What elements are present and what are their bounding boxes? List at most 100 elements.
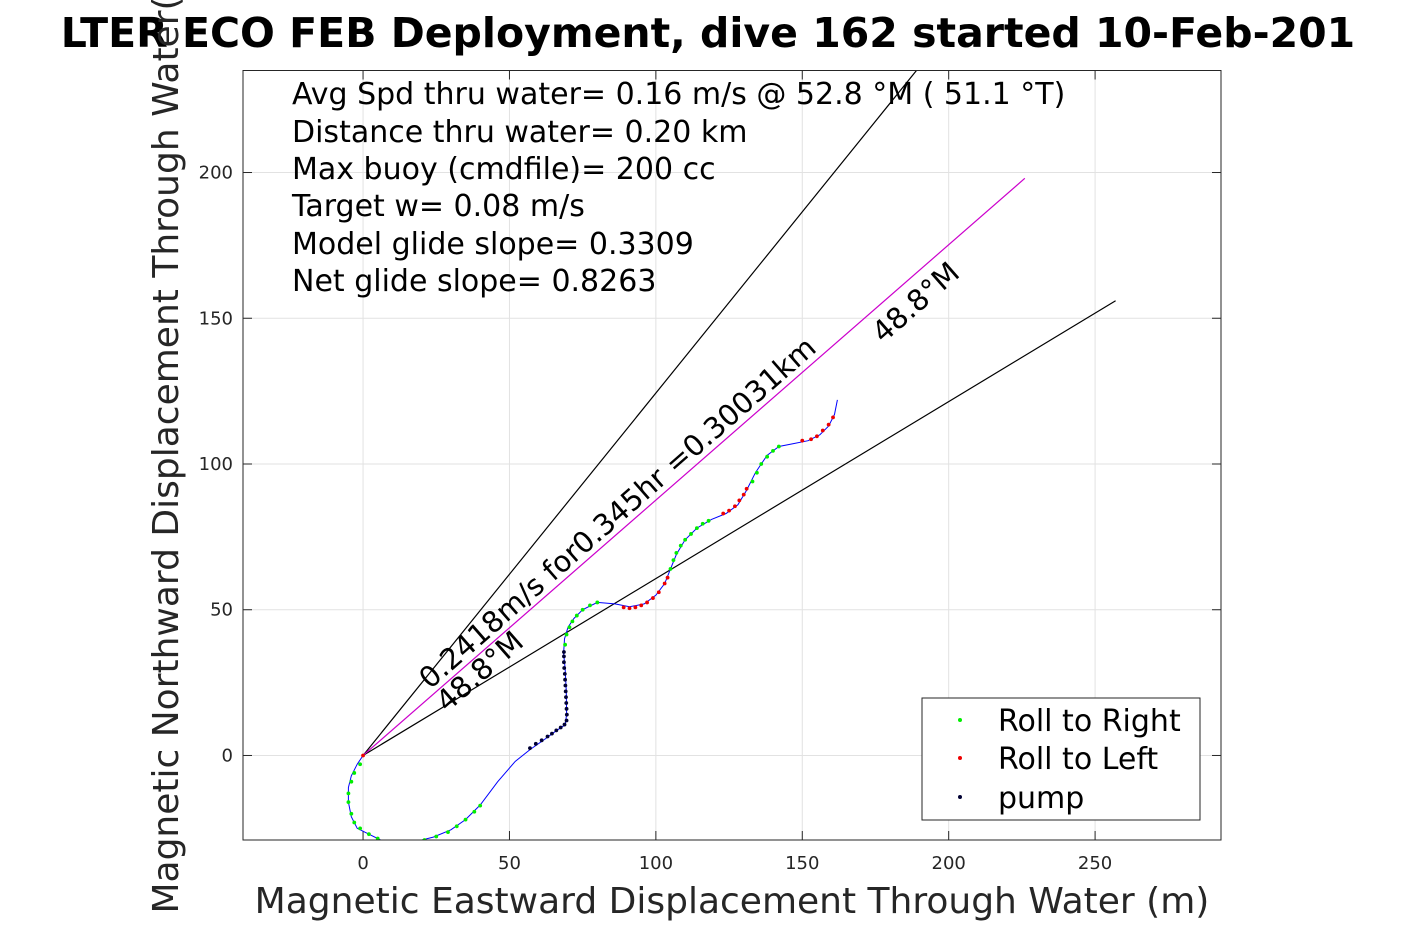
legend-label-roll-left: Roll to Left: [998, 742, 1158, 777]
roll-right-point: [352, 820, 357, 825]
bound-line-lower: [362, 300, 1116, 756]
heading-line: [362, 177, 1026, 756]
roll-left-point: [815, 434, 819, 439]
pump-point: [562, 722, 567, 727]
pump-point: [533, 741, 538, 746]
roll-right-point: [678, 543, 683, 548]
legend-box: [921, 697, 1201, 821]
pump-point: [562, 650, 566, 654]
roll-right-point: [683, 537, 688, 542]
stat-distance: Distance thru water= 0.20 km: [292, 115, 747, 150]
pump-point: [562, 671, 567, 676]
y-axis-label: Magnetic Northward Displacement Through …: [146, 0, 187, 914]
roll-right-point: [771, 448, 775, 453]
roll-right-point: [668, 567, 673, 571]
pump-point: [564, 701, 569, 705]
roll-right-point: [358, 826, 363, 831]
roll-right-point: [563, 642, 567, 647]
pump-point: [564, 706, 569, 711]
x-tick-label: 250: [1078, 853, 1112, 874]
roll-left-point: [645, 600, 649, 605]
stat-model-glide: Model glide slope= 0.3309: [292, 227, 694, 262]
stat-target-w: Target w= 0.08 m/s: [291, 189, 585, 224]
pump-point: [562, 654, 566, 659]
legend-label-roll-right: Roll to Right: [998, 704, 1181, 739]
axis-ticks: 0 50 100 150 200 250 0 50 100 150 200: [199, 70, 1221, 874]
axes-box: [242, 70, 1222, 841]
roll-right-point: [706, 518, 711, 523]
roll-right-point: [564, 632, 569, 637]
roll-right-point: [765, 454, 770, 459]
roll-left-point: [665, 575, 670, 580]
roll-left-point: [741, 492, 746, 497]
legend-marker-roll-left: [958, 756, 962, 760]
roll-right-point: [595, 600, 600, 605]
x-tick-label: 50: [498, 853, 521, 874]
roll-left-point: [721, 511, 726, 516]
roll-right-point: [463, 817, 468, 822]
plot-content: [346, 70, 1116, 840]
roll-right-point: [346, 800, 351, 805]
roll-right-point: [567, 625, 572, 630]
roll-right-point: [570, 619, 575, 624]
roll-right-point: [776, 444, 781, 449]
x-axis-label: Magnetic Eastward Displacement Through W…: [255, 881, 1210, 922]
roll-left-point: [727, 508, 731, 513]
pump-point: [564, 695, 568, 700]
roll-right-point: [478, 803, 483, 808]
heading-label-upper: 48.8°M: [865, 255, 966, 349]
y-tick-label: 200: [199, 163, 233, 184]
roll-right-point: [349, 779, 354, 784]
speed-line-label: 0.2418m/s for0.345hr =0.30031km: [412, 330, 822, 695]
roll-right-point: [588, 603, 592, 608]
roll-left-point: [737, 498, 742, 503]
roll-right-point: [674, 550, 679, 555]
roll-right-point: [694, 526, 699, 531]
pump-point: [528, 746, 532, 751]
roll-right-point: [689, 532, 693, 536]
plot-area: [346, 70, 1116, 840]
roll-left-point: [800, 438, 805, 443]
roll-left-point: [809, 437, 813, 442]
roll-right-point: [367, 832, 371, 837]
stats-block: Avg Spd thru water= 0.16 m/s @ 52.8 °M (…: [291, 77, 1065, 299]
roll-left-point: [639, 603, 644, 608]
roll-right-point: [434, 834, 439, 839]
legend: Roll to Right Roll to Left pump: [921, 697, 1201, 821]
roll-right-point: [671, 558, 676, 563]
roll-left-point: [627, 606, 632, 611]
roll-right-point: [446, 830, 450, 835]
roll-right-point: [750, 479, 755, 484]
legend-label-pump: pump: [998, 781, 1084, 816]
pump-point: [563, 683, 568, 688]
legend-marker-pump: [958, 795, 962, 799]
roll-left-point: [656, 590, 661, 595]
x-tick-label: 150: [785, 853, 819, 874]
y-tick-label: 100: [199, 454, 233, 475]
stat-max-buoy: Max buoy (cmdfile)= 200 cc: [292, 152, 716, 187]
roll-right-point: [472, 809, 477, 814]
pump-point: [554, 728, 559, 733]
roll-right-point: [375, 836, 380, 840]
roll-left-point: [361, 753, 365, 758]
stat-avg-speed: Avg Spd thru water= 0.16 m/s @ 52.8 °M (…: [292, 77, 1065, 112]
roll-left-point: [733, 504, 737, 509]
roll-right-point: [580, 607, 585, 612]
roll-left-point: [651, 596, 655, 600]
roll-left-point: [820, 428, 825, 433]
roll-left-point: [831, 415, 835, 420]
roll-left-point: [826, 422, 831, 427]
pump-point: [562, 666, 567, 670]
stat-net-glide: Net glide slope= 0.8263: [292, 264, 656, 299]
pump-point: [563, 677, 567, 682]
pump-point: [545, 734, 550, 739]
roll-right-point: [754, 470, 759, 475]
roll-right-point: [574, 613, 579, 618]
roll-right-point: [454, 824, 459, 829]
pump-point: [563, 689, 568, 694]
roll-left-point: [662, 581, 667, 586]
roll-left-point: [621, 605, 626, 610]
pump-point: [558, 725, 563, 730]
grid: [243, 70, 1221, 840]
roll-right-point: [358, 762, 363, 767]
